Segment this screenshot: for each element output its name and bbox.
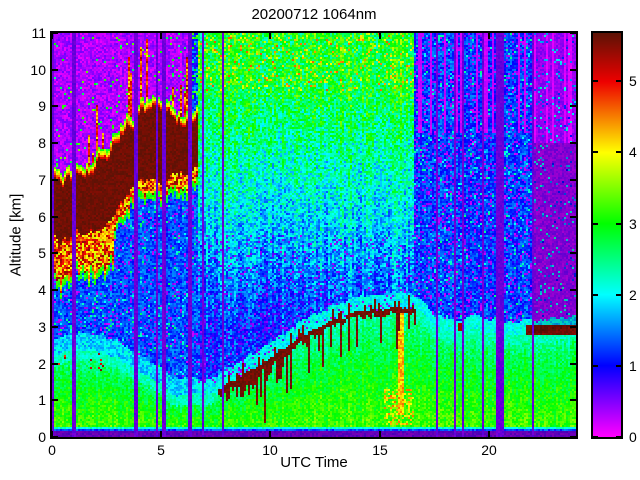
tick-mark [616,80,621,82]
tick-mark [52,326,58,328]
tick-mark [488,33,490,39]
tick-mark [616,294,621,296]
tick-mark [52,216,58,218]
x-tick-label: 5 [157,442,165,458]
tick-mark [593,80,598,82]
y-tick-label: 8 [38,135,46,151]
tick-mark [52,436,58,438]
tick-mark [570,216,576,218]
y-tick-label: 3 [38,319,46,335]
tick-mark [52,142,58,144]
tick-mark [52,363,58,365]
y-axis-label: Altitude [km] [7,193,25,277]
tick-mark [160,33,162,39]
tick-mark [570,105,576,107]
tick-mark [570,69,576,71]
y-tick-label: 0 [38,429,46,445]
tick-mark [570,436,576,438]
x-tick-label: 0 [48,442,56,458]
tick-mark [52,32,58,34]
plot-title: 20200712 1064nm [251,6,377,23]
tick-mark [570,399,576,401]
tick-mark [269,33,271,39]
tick-mark [616,151,621,153]
heatmap-canvas [52,33,576,437]
tick-mark [379,431,381,437]
tick-mark [52,69,58,71]
tick-mark [160,431,162,437]
tick-mark [570,32,576,34]
x-tick-label: 20 [481,442,497,458]
tick-mark [570,326,576,328]
x-axis-label: UTC Time [280,454,348,471]
y-tick-label: 5 [38,245,46,261]
colorbar-canvas [593,33,621,437]
tick-mark [51,431,53,437]
tick-mark [570,252,576,254]
tick-mark [52,289,58,291]
colorbar-tick-label: 0 [629,429,637,445]
y-tick-label: 6 [38,209,46,225]
tick-mark [52,105,58,107]
x-tick-label: 10 [262,442,278,458]
tick-mark [51,33,53,39]
y-tick-label: 1 [38,392,46,408]
y-tick-label: 11 [31,25,46,41]
tick-mark [52,399,58,401]
tick-mark [269,431,271,437]
plot-area [50,31,578,439]
y-tick-label: 4 [38,282,46,298]
tick-mark [616,436,621,438]
tick-mark [616,365,621,367]
tick-mark [52,252,58,254]
x-tick-label: 15 [372,442,388,458]
tick-mark [52,179,58,181]
tick-mark [593,365,598,367]
tick-mark [379,33,381,39]
colorbar-tick-label: 4 [629,144,637,160]
colorbar-tick-label: 1 [629,358,637,374]
y-tick-label: 10 [30,62,46,78]
tick-mark [593,223,598,225]
tick-mark [616,223,621,225]
tick-mark [570,363,576,365]
tick-mark [593,151,598,153]
colorbar-tick-label: 5 [629,73,637,89]
tick-mark [488,431,490,437]
tick-mark [593,436,598,438]
colorbar-tick-label: 3 [629,216,637,232]
y-tick-label: 9 [38,98,46,114]
y-tick-label: 2 [38,356,46,372]
tick-mark [593,294,598,296]
tick-mark [570,142,576,144]
tick-mark [570,179,576,181]
colorbar [591,31,623,439]
tick-mark [570,289,576,291]
colorbar-tick-label: 2 [629,287,637,303]
y-tick-label: 7 [38,172,46,188]
